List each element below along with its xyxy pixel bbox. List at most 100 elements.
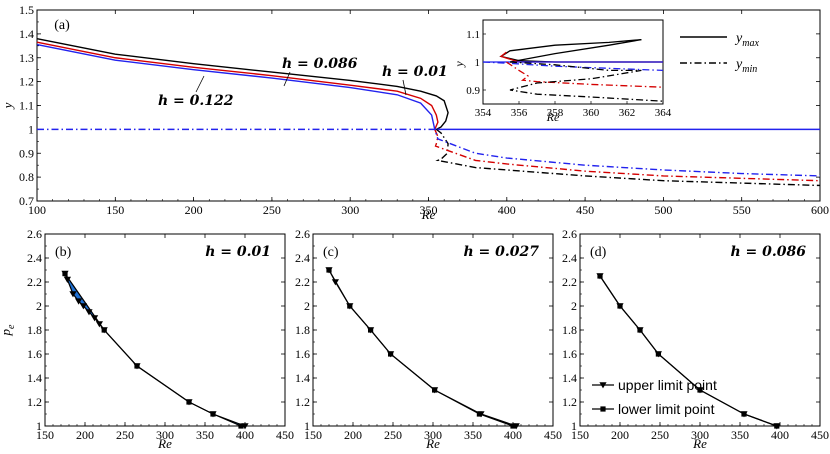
upper-limit-marker xyxy=(346,303,354,310)
y-tick-label: 1.8 xyxy=(27,323,42,337)
y-tick-label: 1.1 xyxy=(19,99,34,113)
series-line-y_max xyxy=(36,41,439,130)
upper-limit-marker xyxy=(512,423,520,430)
upper-limit-line xyxy=(328,269,517,427)
x-tick-label: 250 xyxy=(116,428,134,442)
legend-label-ymin: ymin xyxy=(734,57,757,75)
upper-limit-marker xyxy=(75,298,83,305)
x-axis-label: Re xyxy=(421,207,436,222)
inset-x-tick-label: 358 xyxy=(547,107,564,119)
legend-label-lower: lower limit point xyxy=(618,401,715,417)
x-tick-label: 150 xyxy=(304,428,322,442)
plot-frame xyxy=(312,233,554,427)
y-tick-label: 1.8 xyxy=(562,323,577,337)
inset-series-group xyxy=(483,38,663,102)
y-tick-label: 2.4 xyxy=(27,251,42,265)
x-tick-label: 150 xyxy=(36,428,54,442)
upper-limit-marker xyxy=(654,351,662,358)
y-tick-label: 2.6 xyxy=(27,227,42,241)
x-tick-label: 100 xyxy=(28,203,46,217)
series-line-y_min xyxy=(435,128,821,187)
upper-limit-marker xyxy=(79,303,87,310)
bistable-region xyxy=(329,270,517,426)
upper-limit-line xyxy=(64,273,246,427)
upper-limit-marker xyxy=(616,303,624,310)
y-tick-label: 2.4 xyxy=(562,251,577,265)
y-tick-label: 2.2 xyxy=(562,275,577,289)
inset-x-tick-label: 360 xyxy=(583,107,600,119)
lower-limit-line xyxy=(328,269,514,427)
upper-limit-marker xyxy=(69,291,77,298)
inset-x-tick-label: 356 xyxy=(511,107,528,119)
x-tick-label: 400 xyxy=(504,428,522,442)
inset-x-tick-label: 362 xyxy=(619,107,636,119)
lower-limit-line xyxy=(64,273,242,427)
y-tick-label: 1.8 xyxy=(295,323,310,337)
annotation-leader xyxy=(402,79,407,96)
panel-d: 150 200 250 300 350 400 450 1 1.2 1.4 1.6 1.8 2 2.2 2.… xyxy=(562,227,829,451)
x-tick-label: 150 xyxy=(106,203,124,217)
curve-annotation: h = 0.01 xyxy=(382,64,448,80)
curve-annotation: h = 0.122 xyxy=(158,93,234,109)
upper-limit-marker xyxy=(325,267,333,274)
x-tick-label: 300 xyxy=(156,428,174,442)
panel-label: (d) xyxy=(590,245,607,260)
curve-annotation: h = 0.086 xyxy=(282,56,358,72)
y-tick-label: 1.4 xyxy=(27,371,42,385)
upper-limit-marker xyxy=(773,423,781,430)
inset-series-line xyxy=(509,61,663,102)
x-tick-label: 200 xyxy=(344,428,362,442)
x-tick-label: 350 xyxy=(420,203,438,217)
x-tick-label: 150 xyxy=(571,428,589,442)
y-tick-label: 1.2 xyxy=(19,75,34,89)
upper-limit-marker xyxy=(367,327,375,334)
y-tick-label: 2.2 xyxy=(295,275,310,289)
upper-limit-marker xyxy=(63,276,71,283)
x-tick-label: 350 xyxy=(464,428,482,442)
x-axis-label: Re xyxy=(157,436,172,451)
series-line-y_min xyxy=(37,128,821,177)
legend-marker-square xyxy=(600,406,606,412)
y-tick-label: 2.2 xyxy=(27,275,42,289)
x-tick-label: 300 xyxy=(691,428,709,442)
inset-y-tick-label: 0.9 xyxy=(466,85,480,97)
panel-annotation: h = 0.086 xyxy=(731,244,807,260)
y-tick-label: 1.3 xyxy=(19,51,34,65)
upper-limit-marker xyxy=(95,321,103,328)
x-tick-label: 200 xyxy=(611,428,629,442)
upper-limit-marker xyxy=(61,270,69,277)
y-tick-label: 1.6 xyxy=(27,347,42,361)
x-tick-label: 300 xyxy=(424,428,442,442)
x-tick-label: 450 xyxy=(276,428,294,442)
x-tick-label: 200 xyxy=(76,428,94,442)
upper-limit-marker xyxy=(387,351,395,358)
plot-frame xyxy=(36,9,821,202)
y-tick-label: 1 xyxy=(304,419,310,433)
y-tick-label: 0.7 xyxy=(19,194,34,208)
x-tick-label: 400 xyxy=(771,428,789,442)
upper-limit-marker xyxy=(91,315,99,322)
series-line-y_max xyxy=(36,37,449,131)
x-tick-label: 600 xyxy=(811,203,829,217)
y-tick-label: 1.2 xyxy=(295,395,310,409)
x-axis-label: Re xyxy=(425,436,440,451)
x-tick-label: 250 xyxy=(651,428,669,442)
panel-c: 150 200 250 300 350 400 450 1 1.2 1.4 1.6 1.8 2 2.2 2.… xyxy=(295,227,562,451)
plot-frame xyxy=(44,233,286,427)
x-tick-label: 350 xyxy=(731,428,749,442)
inset-x-tick-label: 364 xyxy=(655,107,672,119)
legend-label-upper: upper limit point xyxy=(618,377,717,393)
panel-label: (a) xyxy=(54,18,70,33)
legend-label-ymax: ymax xyxy=(734,31,759,49)
upper-limit-marker xyxy=(596,273,604,280)
y-axis-subscript: e xyxy=(6,324,17,329)
inset-x-label: Re xyxy=(546,110,560,124)
y-tick-label: 0.8 xyxy=(19,170,34,184)
y-tick-label: 1.6 xyxy=(562,347,577,361)
panel-label: (c) xyxy=(323,245,339,260)
inset-y-label: y xyxy=(452,61,466,68)
y-tick-label: 0.9 xyxy=(19,146,34,160)
x-tick-label: 400 xyxy=(498,203,516,217)
series-line-y_max xyxy=(36,43,820,131)
y-axis-label: pe xyxy=(0,324,17,337)
